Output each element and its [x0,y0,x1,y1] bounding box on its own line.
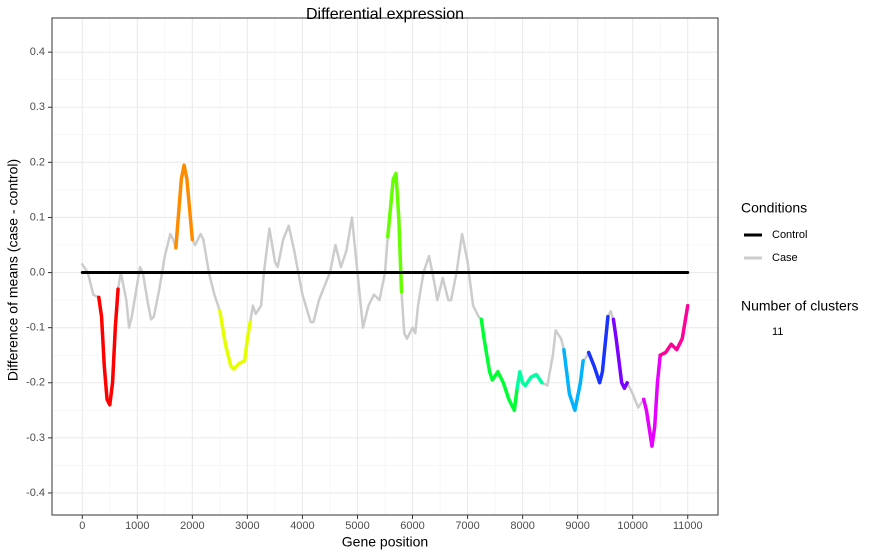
y-tick-label: 0.1 [30,211,45,223]
x-tick-label: 5000 [345,520,369,532]
cluster-segment [641,353,662,448]
x-tick-label: 0 [79,520,85,532]
x-tick-label: 2000 [180,520,204,532]
x-tick-label: 10000 [617,520,648,532]
cluster-segment [97,287,120,407]
y-tick-label: 0.3 [30,101,45,113]
chart-title: Differential expression [306,6,464,23]
marks [80,163,690,448]
cluster-segment [386,171,404,294]
legend-label: Control [772,229,807,241]
cluster-segment [515,369,544,391]
y-tick-label: -0.4 [26,487,45,499]
y-tick-label: 0.0 [30,266,45,278]
cluster-segment [218,309,252,371]
cluster-legend-title: Number of clusters [741,298,858,314]
y-tick-label: -0.2 [26,377,45,389]
x-tick-label: 6000 [400,520,424,532]
x-axis-label: Gene position [342,534,428,550]
y-tick-label: -0.3 [26,432,45,444]
x-tick-label: 11000 [673,520,703,532]
y-tick-label: 0.2 [30,156,45,168]
x-tick-label: 8000 [510,520,534,532]
cluster-segment [479,317,519,413]
y-tick-label: 0.4 [30,46,45,58]
cluster-count: 11 [772,326,783,338]
x-tick-label: 7000 [455,520,479,532]
legend-label: Case [772,252,798,264]
x-tick-label: 9000 [565,520,589,532]
cluster-segment [611,317,629,391]
cluster-segment [562,347,585,413]
cluster-segment [586,314,610,385]
cluster-segment [174,163,195,250]
x-tick-label: 3000 [235,520,259,532]
y-tick-label: -0.1 [26,322,45,334]
cluster-segment [658,303,690,357]
panel-border [51,17,719,516]
x-tick-label: 4000 [290,520,314,532]
y-axis-label: Difference of means (case - control) [5,159,21,381]
x-tick-label: 1000 [125,520,149,532]
legend-title: Conditions [741,200,807,216]
